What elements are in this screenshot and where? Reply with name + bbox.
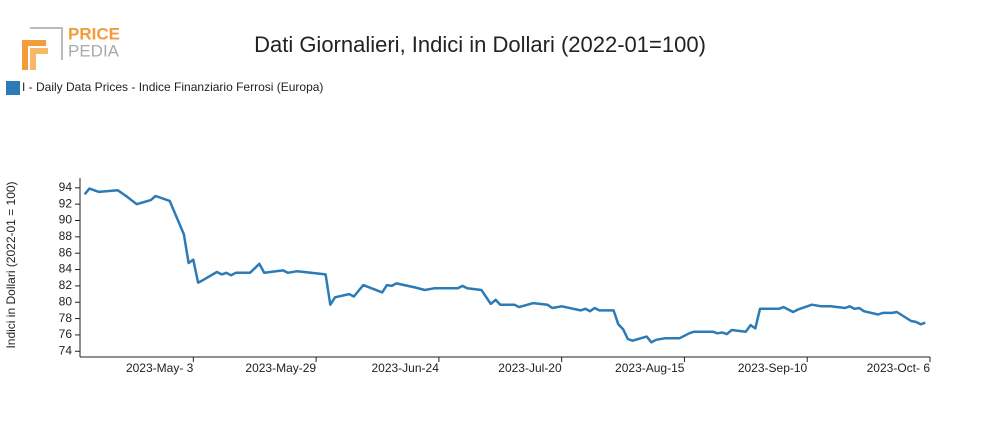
legend-swatch [6, 81, 20, 95]
logo: PRICE PEDIA [22, 24, 120, 70]
y-tick-label: 90 [59, 213, 73, 227]
y-tick-label: 92 [59, 196, 73, 210]
x-tick-label: 2023-Oct- 6 [867, 361, 931, 375]
chart-title: Dati Giornalieri, Indici in Dollari (202… [254, 32, 706, 57]
y-tick-label: 82 [59, 278, 73, 292]
logo-bottom: PEDIA [68, 41, 120, 60]
y-axis-label: Indici in Dollari (2022-01 = 100) [4, 181, 18, 348]
y-tick-label: 88 [59, 229, 73, 243]
x-tick-label: 2023-Jul-20 [498, 361, 562, 375]
y-tick-label: 84 [59, 262, 73, 276]
x-tick-label: 2023-Aug-15 [615, 361, 685, 375]
line [83, 187, 926, 344]
y-tick-label: 86 [59, 245, 73, 259]
y-tick-label: 78 [59, 311, 73, 325]
y-tick-label: 74 [59, 343, 73, 357]
x-tick-label: 2023-May-29 [245, 361, 316, 375]
x-tick-label: 2023-Jun-24 [371, 361, 439, 375]
logo-top: PRICE [68, 24, 120, 43]
y-tick-label: 76 [59, 327, 73, 341]
legend-label: I - Daily Data Prices - Indice Finanziar… [22, 80, 323, 94]
x-tick-label: 2023-May- 3 [126, 361, 194, 375]
x-tick-label: 2023-Sep-10 [738, 361, 808, 375]
y-tick-label: 80 [59, 294, 73, 308]
y-tick-label: 94 [59, 180, 73, 194]
